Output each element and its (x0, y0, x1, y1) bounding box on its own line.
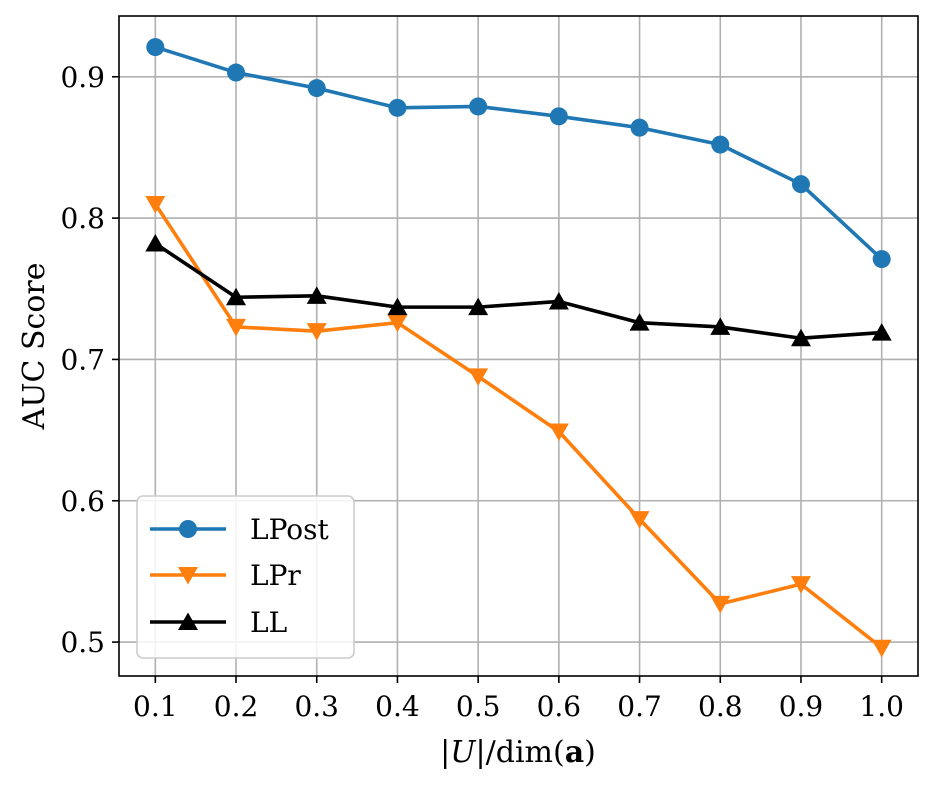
data-point-ll (548, 291, 569, 310)
x-tick-label: 0.6 (537, 690, 582, 723)
data-point-lpr (629, 511, 650, 529)
data-point-lpost (307, 79, 326, 98)
x-tick-label: 0.1 (133, 690, 178, 723)
data-point-ll (710, 317, 731, 335)
data-point-lpr (226, 318, 247, 337)
data-point-ll (468, 297, 489, 316)
legend-marker-lpr (178, 567, 198, 585)
y-tick-label: 0.5 (60, 626, 105, 659)
data-point-lpost (469, 97, 488, 116)
legend-marker-lpost (179, 520, 197, 538)
legend-item-lpost: LPost (150, 513, 330, 546)
data-point-lpr (871, 639, 892, 658)
series-lpost (146, 38, 891, 269)
legend: LPost LPr LL (136, 495, 355, 659)
data-point-lpost (711, 135, 730, 154)
series-ll (145, 234, 892, 347)
data-point-lpost (791, 175, 810, 194)
data-point-lpost (388, 98, 407, 117)
data-point-lpr (468, 368, 489, 386)
legend-label-lpr: LPr (250, 559, 301, 592)
x-tick-label: 0.7 (617, 690, 662, 723)
x-axis-label: |U|/dim(a) (440, 735, 596, 770)
data-point-lpr (145, 195, 166, 214)
data-point-ll (306, 286, 327, 304)
y-tick-label: 0.6 (60, 485, 105, 518)
data-point-lpost (872, 250, 891, 269)
x-tick-label: 0.3 (294, 690, 339, 723)
legend-item-ll: LL (150, 606, 287, 639)
legend-marker-ll (178, 612, 198, 630)
x-tick-label: 0.4 (375, 690, 420, 723)
data-point-lpr (387, 314, 408, 333)
data-point-lpr (306, 323, 327, 341)
data-point-ll (871, 323, 892, 341)
data-point-lpr (790, 576, 811, 594)
data-point-lpost (549, 107, 568, 126)
series-line-lpr (153, 202, 883, 650)
data-point-lpost (227, 63, 246, 82)
series-line-ll (154, 242, 882, 341)
data-point-ll (387, 297, 408, 316)
legend-item-lpr: LPr (150, 559, 301, 592)
series-layer (145, 38, 892, 658)
plot-frame (118, 15, 919, 677)
y-tick-label: 0.7 (60, 343, 105, 376)
data-point-lpr (548, 423, 569, 442)
legend-label-lpost: LPost (250, 513, 330, 546)
x-axis: 0.1 0.2 0.3 0.4 0.5 0.6 0.7 0.8 0.9 1.0 (133, 676, 904, 723)
data-point-ll (145, 234, 166, 252)
y-tick-label: 0.8 (60, 202, 105, 235)
data-point-lpost (146, 38, 165, 57)
series-lpr (145, 195, 892, 658)
x-tick-label: 1.0 (859, 690, 904, 723)
series-line-lpost (154, 45, 883, 261)
x-tick-label: 0.8 (698, 690, 743, 723)
x-tick-label: 0.2 (214, 690, 259, 723)
data-point-lpr (710, 595, 731, 614)
data-point-ll (226, 287, 247, 306)
y-axis: 0.5 0.6 0.7 0.8 0.9 (60, 61, 119, 659)
data-point-lpost (630, 118, 649, 137)
x-tick-label: 0.5 (456, 690, 501, 723)
legend-label-ll: LL (250, 606, 287, 639)
y-axis-label: AUC Score (17, 263, 52, 431)
data-point-ll (790, 328, 811, 347)
data-point-ll (629, 313, 650, 331)
x-tick-label: 0.9 (779, 690, 824, 723)
y-tick-label: 0.9 (60, 61, 105, 94)
